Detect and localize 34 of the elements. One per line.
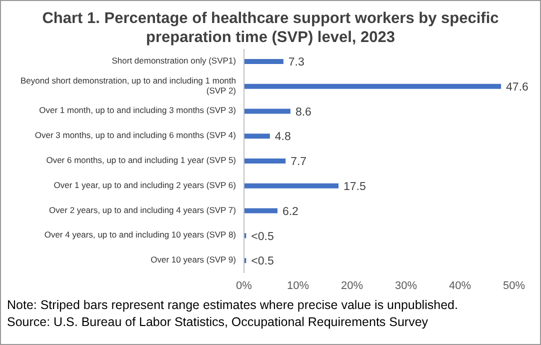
y-tick-label: Over 10 years (SVP 9) — [150, 254, 236, 265]
data-label: 47.6 — [506, 81, 528, 94]
y-tick-label: Over 6 months, up to and including 1 year (SVP 5) — [46, 155, 236, 166]
y-tick-label: Over 1 month, up to and including 3 months (SVP 3) — [39, 105, 236, 116]
y-tick-label: Over 2 years, up to and including 4 years (SVP 7) — [49, 205, 236, 216]
x-tick-label: 10% — [286, 280, 310, 292]
bar — [244, 84, 502, 89]
bar — [244, 58, 284, 64]
data-label: 17.5 — [344, 180, 366, 193]
bar — [244, 208, 278, 214]
bar — [244, 108, 290, 114]
data-label: 6.2 — [282, 206, 298, 218]
bar — [244, 158, 286, 164]
data-label: <0.5 — [251, 256, 274, 268]
data-label: 7.7 — [290, 156, 307, 168]
y-tick-label: Beyond short demonstration, up to and including 1 month (SVP 2) — [20, 76, 236, 96]
data-label: <0.5 — [251, 230, 274, 243]
y-tick-label: Over 1 year, up to and including 2 years (SVP 6) — [54, 180, 236, 190]
y-tick-label: Short demonstration only (SVP1) — [112, 56, 236, 66]
data-label: 7.3 — [288, 56, 304, 69]
bar — [244, 183, 338, 188]
text: Note: Striped bars represent range estimates where precise value is unpublished. — [7, 297, 459, 314]
y-tick-label: Over 3 months, up to and including 6 months (SVP 4) — [34, 130, 236, 140]
x-tick-label: 30% — [394, 280, 418, 292]
data-label: 8.6 — [295, 106, 312, 118]
x-tick-label: 50% — [502, 280, 526, 292]
chart-title: Chart 1. Percentage of healthcare support workers by specific preparation time (SVP) level, 2023 — [41, 9, 500, 47]
x-tick-label: 40% — [448, 280, 472, 292]
data-label: 4.8 — [274, 131, 291, 144]
y-tick-label: Over 4 years, up to and including 10 years (SVP 8) — [44, 230, 236, 240]
source-note: Source: U.S. Bureau of Labor Statistics, Occupational Requirements Survey — [7, 314, 430, 331]
x-tick-label: 20% — [340, 280, 364, 292]
x-tick-label: 0% — [236, 280, 252, 292]
bar — [244, 134, 270, 139]
